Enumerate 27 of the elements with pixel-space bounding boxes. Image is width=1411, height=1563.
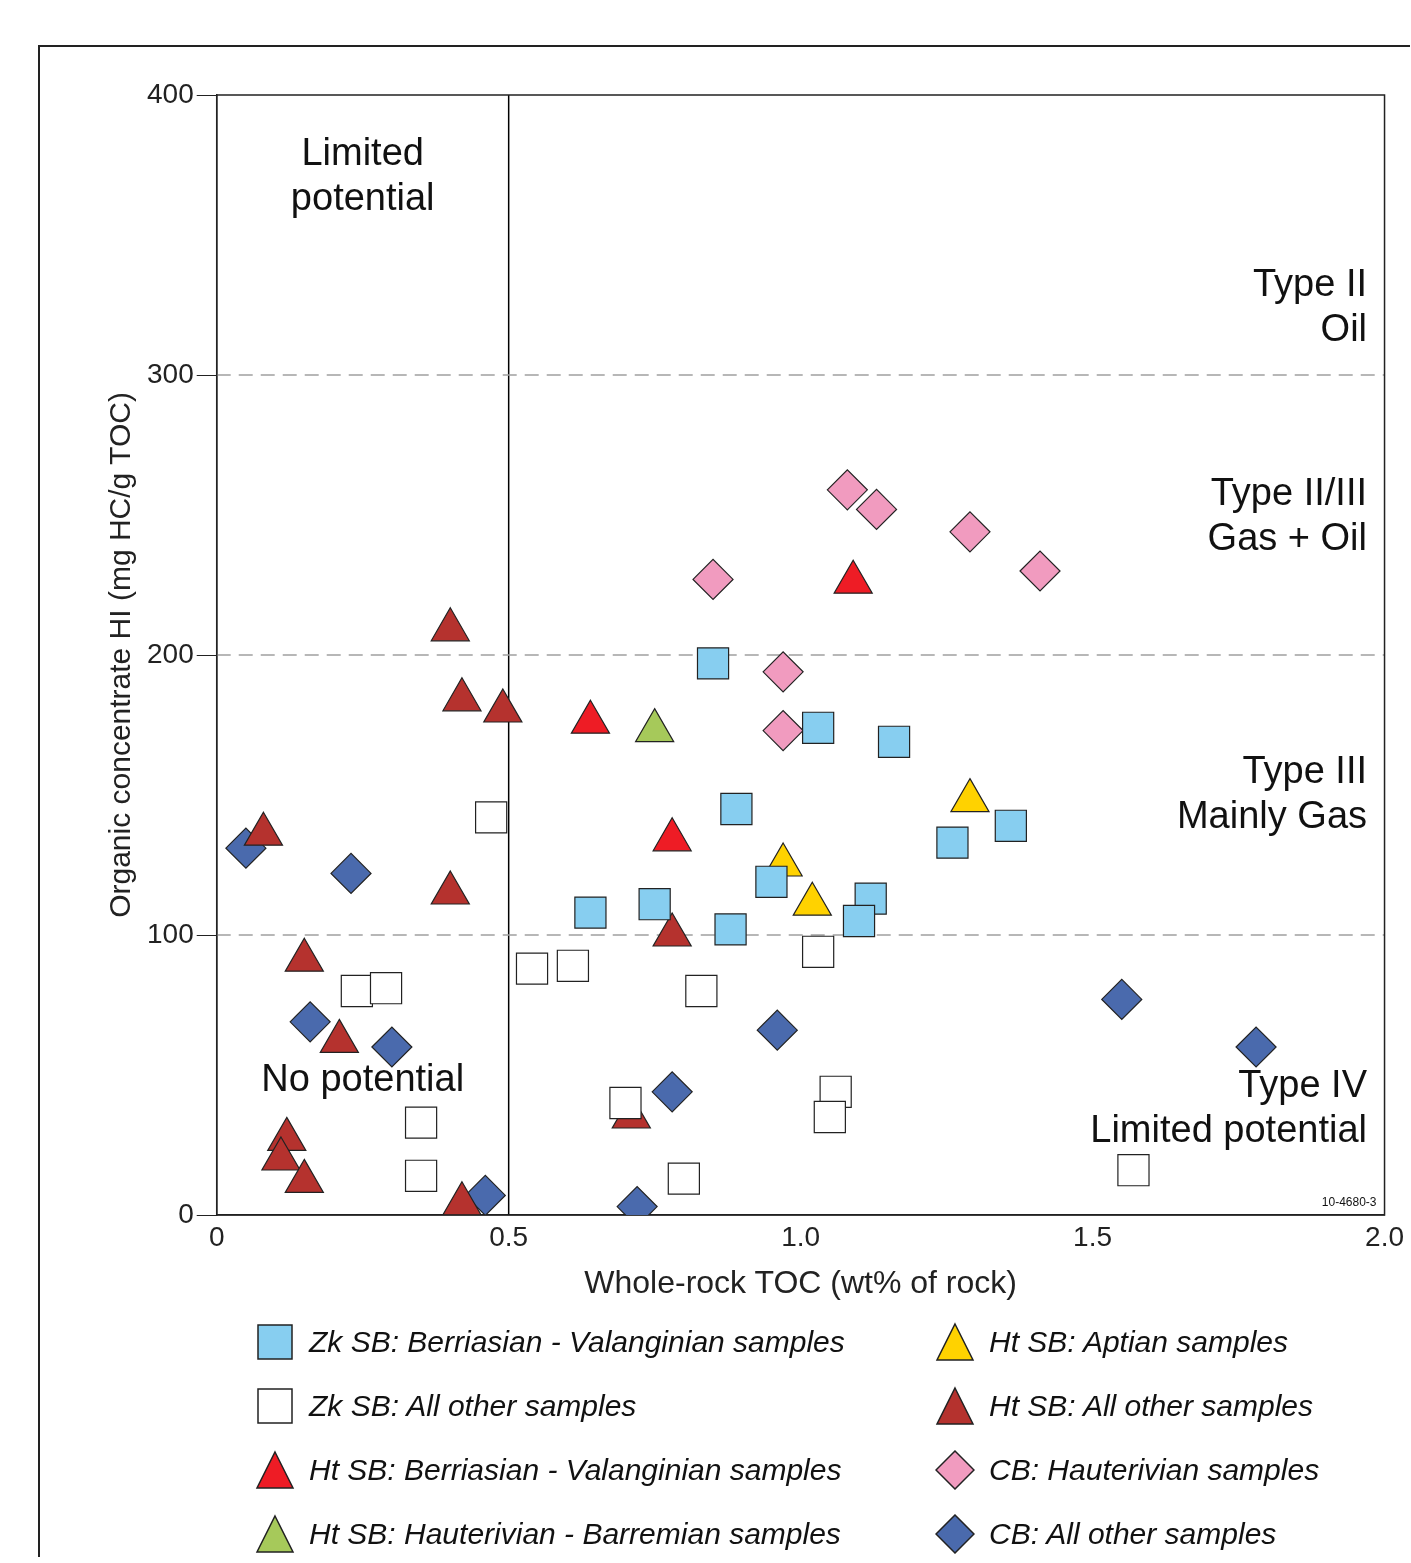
legend-label: Ht SB: Hauterivian - Barremian samples (309, 1517, 841, 1551)
x-tick-label: 0 (208, 1220, 225, 1252)
annotation: Type II Oil (1252, 261, 1368, 349)
annotation: 10-4680-3 (1321, 1195, 1377, 1210)
x-tick-label: 1.5 (1073, 1220, 1113, 1252)
annotation: Type IV Limited potential (1090, 1062, 1368, 1150)
x-axis-title: Whole-rock TOC (wt% of rock) (584, 1263, 1017, 1300)
y-tick-label: 400 (147, 77, 194, 109)
annotation: Type III Mainly Gas (1176, 748, 1368, 836)
y-tick-label: 0 (178, 1197, 194, 1229)
legend-label: Ht SB: Berriasian - Valanginian samples (309, 1453, 842, 1487)
annotation: Type II/III Gas + Oil (1207, 471, 1368, 559)
legend-label: CB: All other samples (989, 1517, 1277, 1551)
legend-label: Zk SB: All other samples (309, 1389, 637, 1423)
x-tick-label: 2.0 (1365, 1220, 1405, 1252)
y-tick-label: 300 (147, 357, 194, 389)
legend-label: Ht SB: All other samples (989, 1389, 1314, 1423)
legend-label: Zk SB: Berriasian - Valanginian samples (309, 1325, 845, 1359)
x-tick-label: 1.0 (781, 1220, 821, 1252)
annotation: Limited potential (290, 130, 435, 218)
y-axis-title: Organic concentrate HI (mg HC/g TOC) (103, 392, 137, 918)
legend-label: Ht SB: Aptian samples (989, 1325, 1289, 1359)
x-tick-label: 0.5 (489, 1220, 529, 1252)
y-tick-label: 200 (147, 637, 194, 669)
annotation: No potential (261, 1057, 465, 1100)
legend-label: CB: Hauterivian samples (989, 1453, 1320, 1487)
y-tick-label: 100 (147, 917, 194, 949)
